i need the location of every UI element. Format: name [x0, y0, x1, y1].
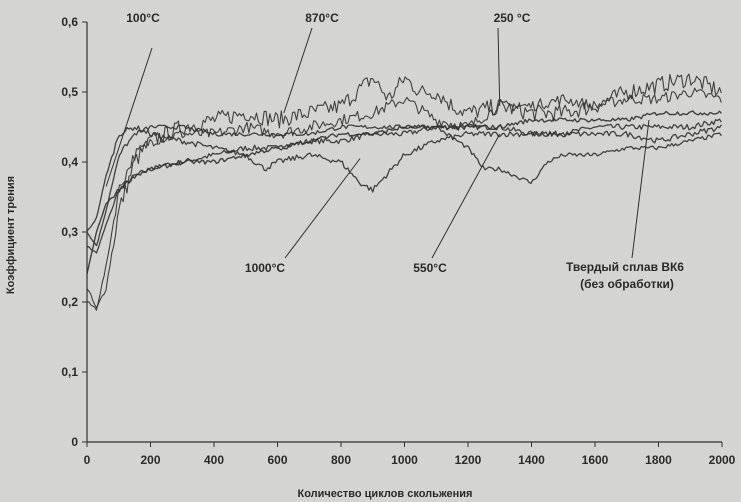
series-line — [86, 124, 722, 232]
annotation-label: Твердый сплав ВК6 — [566, 260, 684, 274]
annotation-label: 100°C — [126, 11, 160, 25]
x-tick-label: 1000 — [391, 453, 418, 467]
series-line — [86, 87, 722, 311]
series-line — [86, 110, 722, 275]
annotation-leader-line — [105, 47, 153, 187]
y-axis-label: Коэффициент трения — [5, 176, 17, 294]
x-tick-label: 1800 — [645, 453, 672, 467]
annotation-label: 870°C — [305, 11, 339, 25]
y-tick-label: 0,1 — [61, 365, 78, 379]
annotation-leader-line — [284, 158, 361, 259]
x-tick-label: 400 — [204, 453, 224, 467]
axes: 0 200 400 600 800 1000 1200 1400 1600 1800 2000 0 0,… — [61, 15, 735, 467]
y-tick-label: 0,5 — [61, 85, 78, 99]
y-tick-label: 0,6 — [61, 15, 78, 29]
annotation-label: 250 °C — [494, 11, 531, 25]
y-tick-label: 0,3 — [61, 225, 78, 239]
annotation-leader-line — [283, 27, 313, 114]
x-tick-label: 2000 — [709, 453, 736, 467]
annotation-label: 550°C — [413, 261, 447, 275]
x-tick-label: 1200 — [455, 453, 482, 467]
y-tick-label: 0 — [71, 435, 78, 449]
annotation-label: 1000°C — [245, 261, 285, 275]
x-tick-label: 1600 — [582, 453, 609, 467]
series-line — [86, 73, 722, 309]
x-tick-label: 600 — [267, 453, 287, 467]
series-layer — [86, 73, 722, 311]
annotation-leader-line — [497, 27, 501, 107]
x-tick-label: 200 — [140, 453, 160, 467]
y-tick-label: 0,4 — [61, 155, 78, 169]
annotation-label: (без обработки) — [580, 277, 674, 291]
x-axis-label: Количество циклов скольжения — [298, 488, 473, 500]
x-tick-label: 1400 — [518, 453, 545, 467]
annotation-leader-line — [631, 119, 650, 259]
x-tick-label: 800 — [331, 453, 351, 467]
x-tick-label: 0 — [84, 453, 91, 467]
y-tick-label: 0,2 — [61, 295, 78, 309]
annotation-layer: 100°C 870°C 250 °C 1000°C 550°C Твердый сплав… — [105, 11, 684, 291]
annotation-leader-line — [431, 133, 501, 259]
